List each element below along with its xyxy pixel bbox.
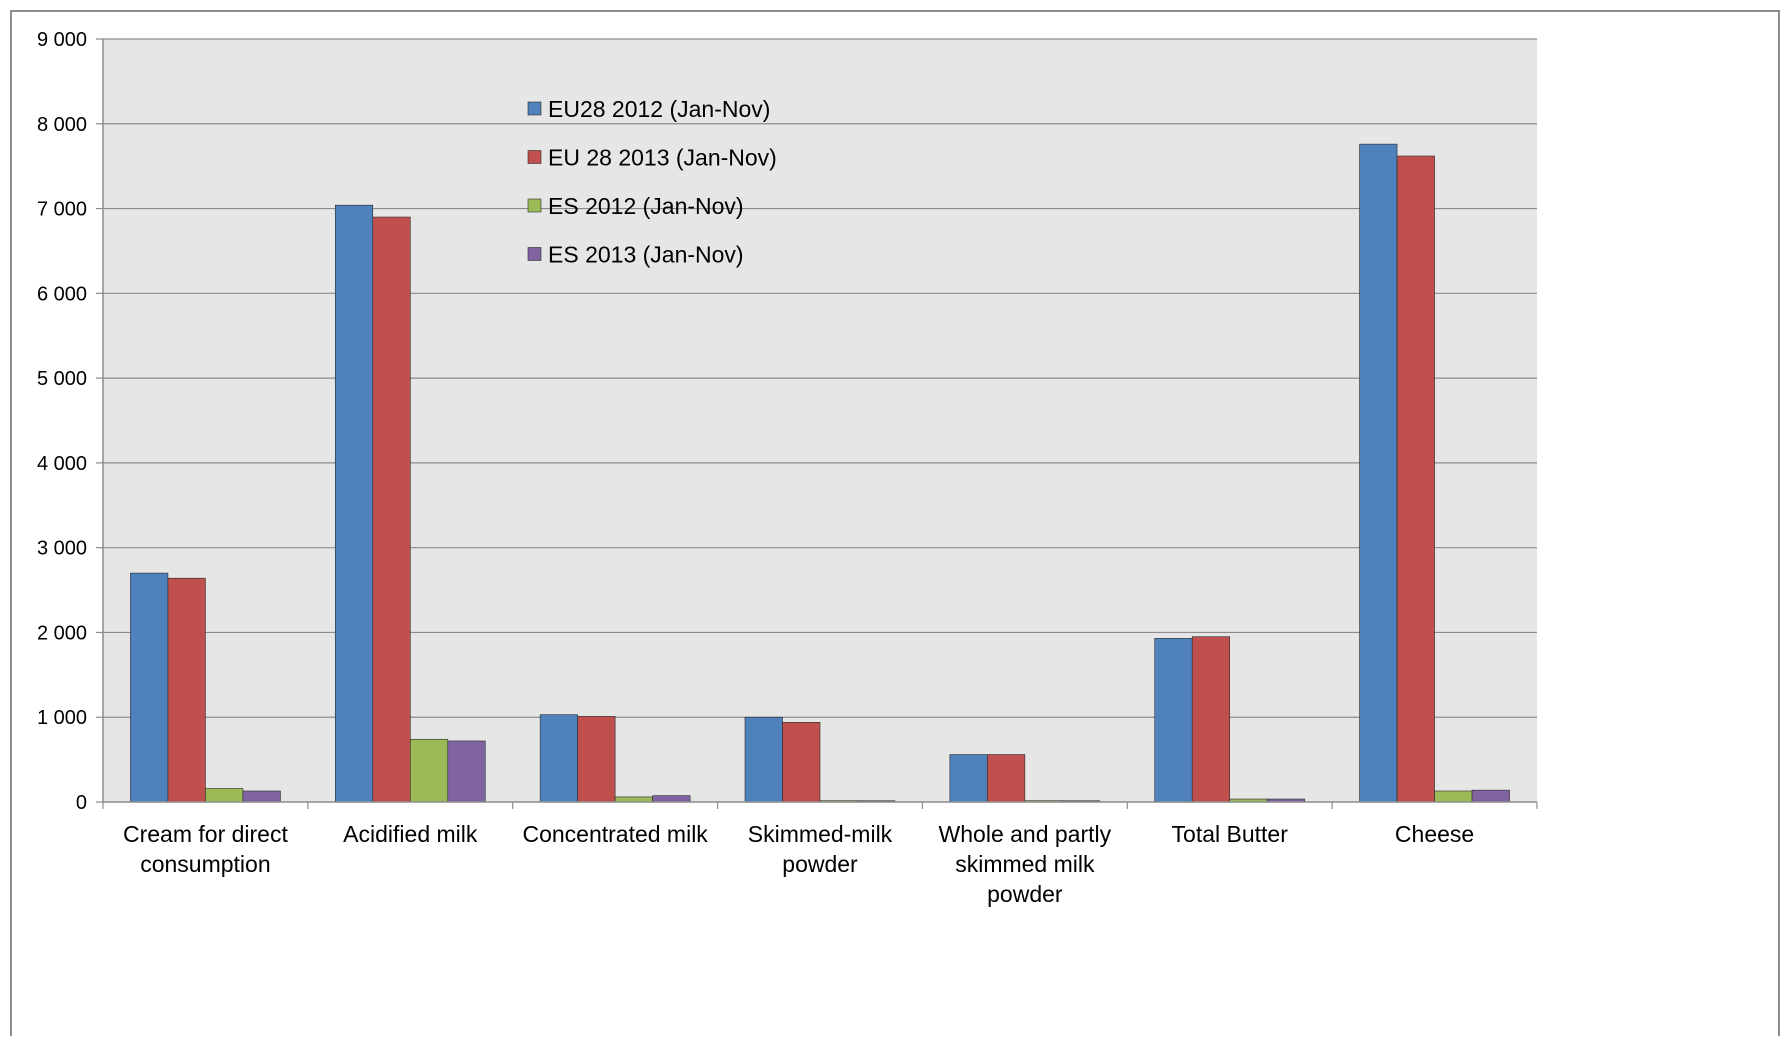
y-tick-label: 5 000 (37, 368, 87, 390)
legend-label: ES 2013 (Jan-Nov) (548, 242, 744, 268)
legend-swatch (527, 247, 542, 261)
legend-swatch (527, 101, 542, 116)
bar-chart: 0 1 000 2 000 3 000 4 000 5 000 6 000 7 000 8 00… (37, 29, 1538, 907)
legend-swatch (527, 150, 542, 164)
chart-frame: 0 1 000 2 000 3 000 4 000 5 000 6 000 7 000 8 00… (10, 10, 1780, 1036)
y-tick-label: 6 000 (37, 283, 87, 305)
bar (1434, 790, 1473, 803)
y-tick-label: 1 000 (37, 707, 87, 729)
x-category-label-line: skimmed milk (955, 851, 1095, 877)
bar (652, 795, 691, 803)
y-tick-label: 2 000 (37, 622, 87, 644)
y-tick-label: 0 (76, 792, 87, 814)
x-category-label: Skimmed-milk powder (748, 821, 893, 877)
x-axis-ticks: Cream for direct consumption Acidified mil… (102, 802, 1538, 907)
x-category-label-line: powder (782, 851, 858, 877)
y-tick-label: 8 000 (37, 114, 87, 136)
x-category-label-line: Skimmed-milk (748, 821, 893, 847)
y-tick-label: 3 000 (37, 538, 87, 560)
legend-label: EU 28 2013 (Jan-Nov) (548, 145, 777, 171)
bar (1191, 636, 1231, 803)
bars (130, 143, 1510, 803)
y-tick-label: 4 000 (37, 453, 87, 475)
x-category-label: Total Butter (1172, 821, 1289, 847)
x-category-label-line: Acidified milk (343, 821, 478, 847)
bar (1154, 638, 1193, 803)
x-category-label-line: Total Butter (1172, 821, 1289, 847)
x-category-label-line: Whole and partly (939, 821, 1112, 847)
y-tick-label: 7 000 (37, 199, 87, 221)
x-category-label-line: Cheese (1395, 821, 1474, 847)
bar (987, 754, 1026, 803)
bar (242, 790, 281, 803)
bar (744, 716, 783, 803)
plot-area-background (103, 39, 1537, 802)
x-category-label: Cream for direct consumption (123, 821, 288, 877)
legend-label: EU28 2012 (Jan-Nov) (548, 96, 770, 122)
x-category-label-line: Cream for direct (123, 821, 288, 847)
bar (167, 577, 206, 803)
legend-label: ES 2012 (Jan-Nov) (548, 193, 744, 219)
bar (782, 722, 821, 803)
bar (949, 754, 988, 803)
bar (130, 572, 169, 803)
bar (1359, 143, 1398, 803)
bar (372, 216, 411, 803)
x-category-label-line: powder (987, 881, 1063, 907)
bar (334, 204, 374, 803)
bar (205, 788, 244, 803)
legend: EU28 2012 (Jan-Nov) EU 28 2013 (Jan-Nov) E… (527, 96, 777, 268)
bar (539, 714, 578, 803)
bar (577, 716, 616, 803)
bar (447, 740, 486, 803)
x-category-label: Concentrated milk (522, 821, 708, 847)
bar (1396, 155, 1435, 803)
x-category-label: Whole and partly skimmed milk powder (939, 821, 1112, 907)
legend-swatch (527, 198, 542, 213)
y-axis-ticks: 0 1 000 2 000 3 000 4 000 5 000 6 000 7 000 8 00… (37, 29, 103, 814)
x-category-label: Cheese (1395, 821, 1474, 847)
bar (1471, 789, 1510, 803)
bar (409, 738, 449, 803)
x-category-label-line: consumption (140, 851, 270, 877)
y-tick-label: 9 000 (37, 29, 87, 51)
x-category-label: Acidified milk (343, 821, 478, 847)
x-category-label-line: Concentrated milk (522, 821, 708, 847)
bar (614, 796, 653, 803)
